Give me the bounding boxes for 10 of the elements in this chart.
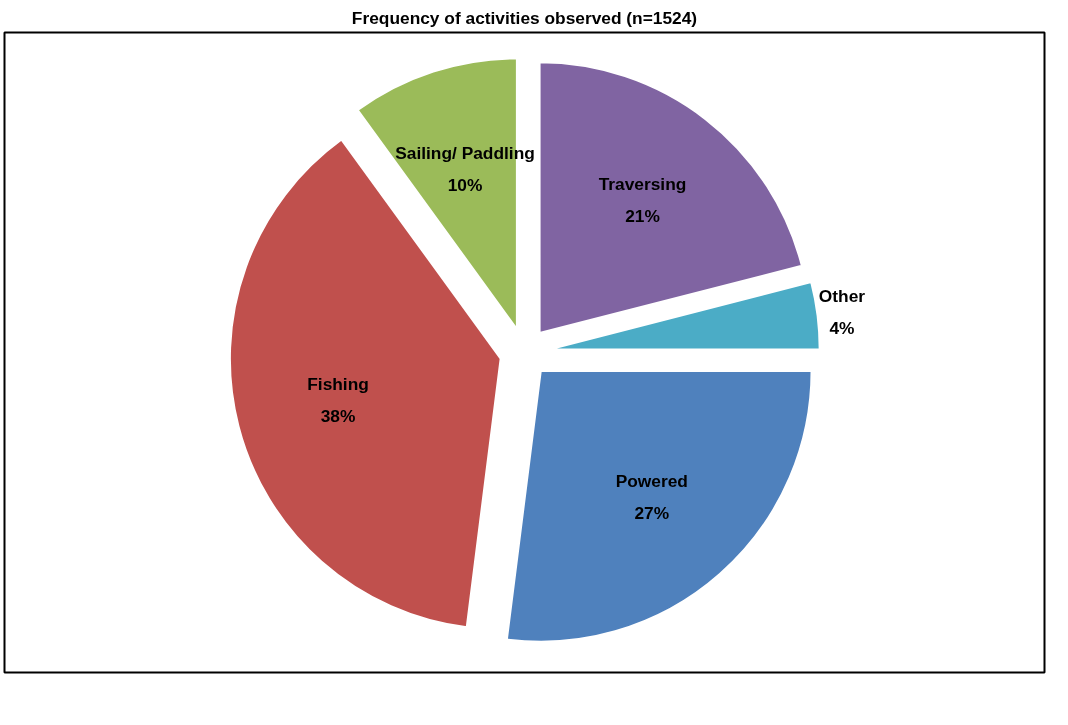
slice-label: Other (818, 286, 866, 307)
chart-title: Frequency of activities observed (n=1524) (351, 7, 698, 28)
data-label: 27% (634, 502, 670, 523)
data-label: 10% (447, 175, 483, 196)
data-label: 38% (320, 406, 356, 427)
slice-label: Traversing (598, 174, 687, 195)
data-label: 4% (829, 318, 855, 339)
data-label: 21% (625, 206, 660, 227)
slice-label: Powered (615, 470, 688, 491)
slice-label: Fishing (307, 374, 369, 395)
